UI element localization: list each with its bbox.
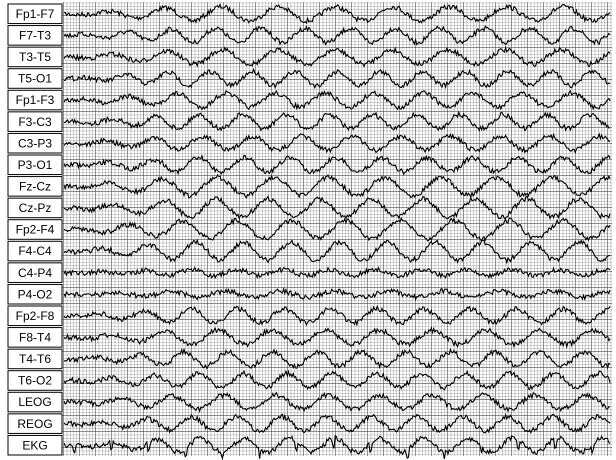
label-box — [7, 89, 63, 111]
label-box — [7, 391, 63, 413]
label-box — [7, 68, 63, 89]
eeg-trace — [63, 369, 611, 391]
eeg-traces — [63, 3, 611, 460]
channel-label: T3-T5 — [19, 50, 51, 64]
channel-label: F4-C4 — [18, 244, 52, 258]
channel-label: EKG — [22, 438, 47, 452]
channel-label: F7-T3 — [19, 29, 51, 43]
eeg-trace — [63, 238, 611, 265]
channel-label: Fp2-F4 — [16, 223, 55, 237]
coarse-grid — [62, 2, 612, 456]
channel-label: P3-O1 — [18, 158, 53, 172]
eeg-trace — [63, 132, 610, 154]
label-box — [7, 327, 63, 348]
label-box — [7, 154, 63, 176]
label-box — [7, 262, 63, 283]
label-box — [7, 240, 63, 262]
label-box — [7, 370, 63, 391]
label-box — [7, 176, 63, 197]
label-box — [7, 219, 63, 240]
eeg-trace — [63, 3, 611, 25]
eeg-trace — [63, 45, 611, 68]
channel-label: REOG — [17, 417, 52, 431]
label-box — [7, 434, 63, 456]
eeg-trace — [63, 195, 611, 221]
channel-label: T4-T6 — [19, 352, 51, 366]
channel-label: C3-P3 — [18, 136, 52, 150]
label-box — [7, 283, 63, 305]
channel-label: C4-P4 — [18, 266, 52, 280]
eeg-trace — [63, 434, 611, 460]
eeg-trace — [63, 110, 611, 132]
eeg-trace — [63, 304, 611, 327]
label-box — [7, 413, 63, 434]
label-box — [7, 46, 63, 68]
channel-label: F3-C3 — [18, 115, 52, 129]
channel-label: T6-O2 — [18, 374, 52, 388]
eeg-trace — [63, 286, 611, 302]
eeg-trace — [63, 347, 611, 371]
eeg-trace — [63, 391, 611, 414]
channel-label: P4-O2 — [18, 287, 53, 301]
channel-labels: Fp1-F7 F7-T3 T3-T5 T5-O1 Fp1-F3 F3-C3 C3-P3 P3-… — [7, 3, 63, 456]
label-box — [7, 25, 63, 46]
eeg-trace — [63, 89, 611, 111]
eeg-trace — [63, 173, 611, 199]
eeg-trace — [63, 25, 611, 46]
channel-label: LEOG — [18, 395, 51, 409]
label-box — [7, 305, 63, 327]
eeg-trace — [63, 216, 611, 242]
channel-label: Fp2-F8 — [16, 309, 55, 323]
channel-label: Cz-Pz — [19, 201, 52, 215]
channel-label: F8-T4 — [19, 331, 51, 345]
label-box — [7, 132, 63, 154]
label-box — [7, 111, 63, 132]
channel-label: Fp1-F7 — [16, 7, 55, 21]
label-box — [7, 348, 63, 370]
channel-label: Fp1-F3 — [16, 93, 55, 107]
label-box — [7, 3, 63, 25]
channel-label: T5-O1 — [18, 72, 52, 86]
eeg-trace — [63, 266, 611, 280]
channel-label: Fz-Cz — [19, 180, 51, 194]
eeg-trace — [63, 154, 611, 176]
eeg-trace — [63, 412, 611, 435]
eeg-trace — [64, 67, 611, 90]
eeg-trace — [63, 326, 611, 349]
label-box — [7, 197, 63, 219]
